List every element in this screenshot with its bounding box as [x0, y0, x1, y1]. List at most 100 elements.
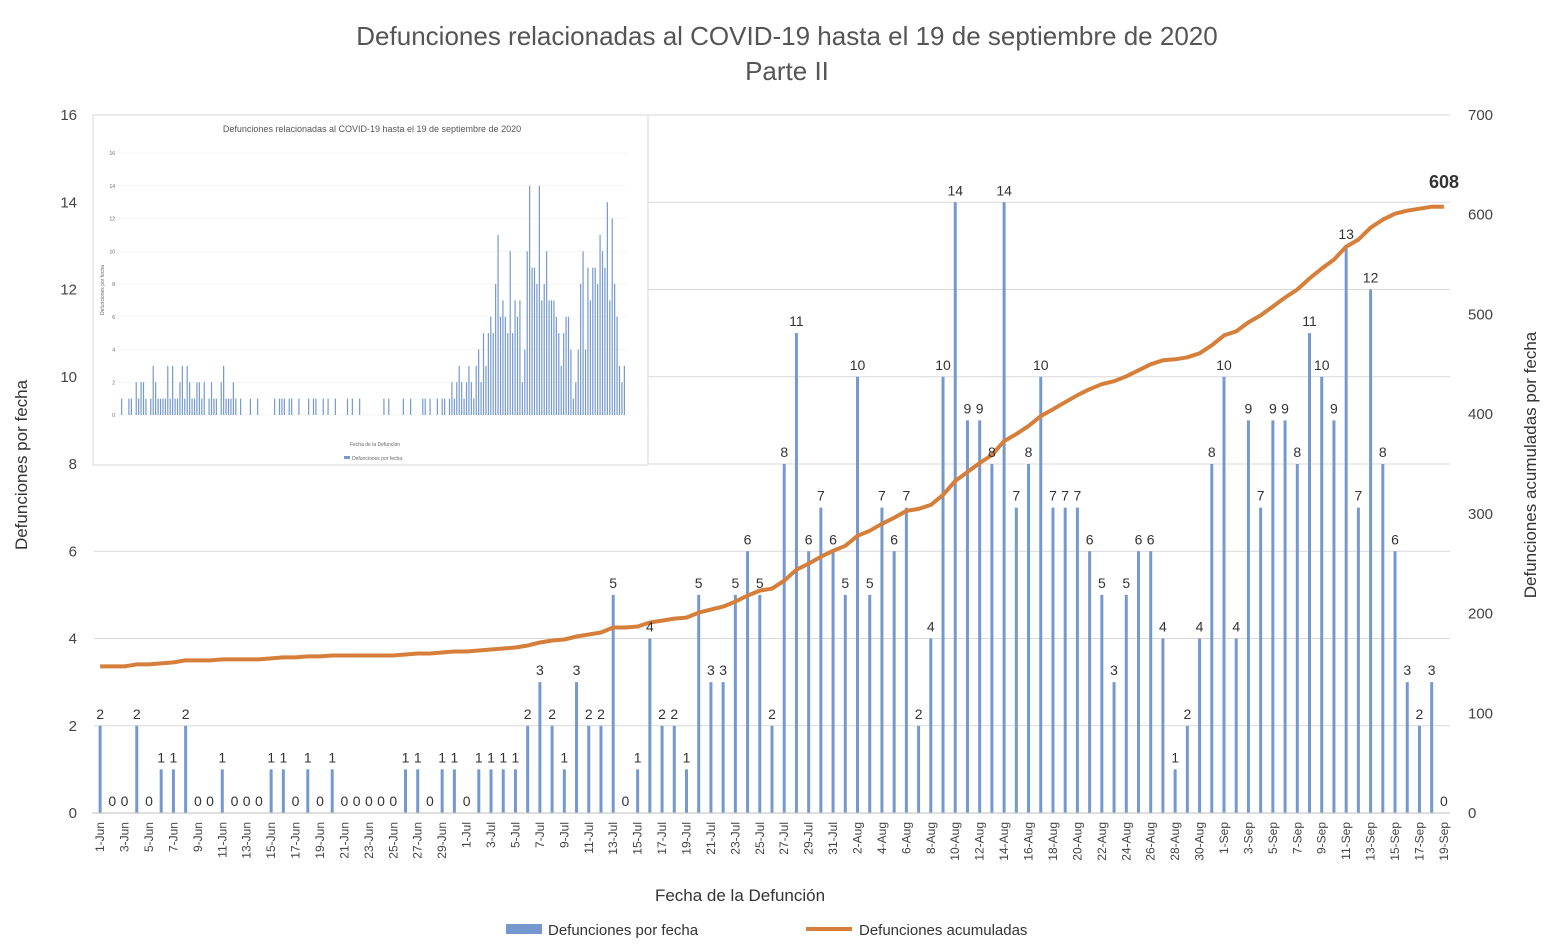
- bar: [1075, 507, 1079, 813]
- inset-bar: [327, 398, 329, 415]
- x-tick-label: 24-Aug: [1119, 822, 1133, 861]
- bar: [477, 769, 481, 813]
- bar-data-label: 10: [1216, 357, 1232, 373]
- inset-bar: [201, 398, 203, 415]
- bar-data-label: 6: [744, 531, 752, 547]
- bar-data-label: 8: [1025, 444, 1033, 460]
- inset-bar: [473, 398, 475, 415]
- bar: [807, 551, 811, 813]
- inset-bar: [162, 398, 164, 415]
- bar: [904, 507, 908, 813]
- bar-data-label: 6: [1086, 531, 1094, 547]
- y-axis-right-title: Defunciones acumuladas por fecha: [1521, 331, 1540, 598]
- x-tick-label: 17-Sep: [1412, 822, 1426, 861]
- bar: [1271, 420, 1275, 813]
- bar-data-label: 5: [1122, 575, 1130, 591]
- bar-data-label: 7: [1354, 488, 1362, 504]
- bar: [1369, 289, 1373, 813]
- bar-data-label: 2: [524, 706, 532, 722]
- bar: [452, 769, 456, 813]
- bar-data-label: 1: [634, 749, 642, 765]
- bar-data-label: 9: [1269, 400, 1277, 416]
- x-tick-label: 11-Jul: [582, 822, 596, 854]
- x-axis-title: Fecha de la Defunción: [655, 886, 825, 905]
- inset-bar: [565, 316, 567, 415]
- bar: [1161, 638, 1165, 813]
- chart-title: Defunciones relacionadas al COVID-19 has…: [356, 21, 1217, 51]
- y-left-tick-label: 6: [69, 543, 77, 560]
- inset-bar: [592, 267, 594, 415]
- bar: [1308, 333, 1312, 813]
- bar: [98, 725, 102, 813]
- bar: [1198, 638, 1202, 813]
- inset-bar: [463, 398, 465, 415]
- bar-data-label: 0: [463, 793, 471, 809]
- inset-bar: [604, 267, 606, 415]
- bar-data-label: 2: [548, 706, 556, 722]
- bar-data-label: 7: [878, 488, 886, 504]
- inset-bar: [213, 398, 215, 415]
- inset-bar: [142, 382, 145, 415]
- inset-y-tick-label: 12: [109, 217, 115, 223]
- inset-bar: [441, 398, 443, 415]
- inset-bar: [448, 398, 451, 415]
- bar-data-label: 13: [1338, 226, 1354, 242]
- bar-data-label: 5: [841, 575, 849, 591]
- bar-data-label: 6: [829, 531, 837, 547]
- x-tick-label: 6-Aug: [899, 822, 913, 854]
- inset-bar: [152, 365, 154, 415]
- inset-y-tick-label: 2: [112, 380, 115, 386]
- y-right-tick-label: 0: [1468, 805, 1476, 822]
- inset-bar: [480, 382, 482, 415]
- inset-bar: [546, 251, 548, 415]
- bar: [941, 376, 945, 813]
- bar-data-label: 1: [279, 749, 287, 765]
- bar: [1100, 594, 1104, 813]
- x-tick-label: 19-Sep: [1437, 822, 1451, 861]
- bar-data-label: 0: [365, 793, 373, 809]
- inset-bar: [167, 365, 169, 415]
- inset-legend-swatch: [344, 456, 350, 459]
- inset-bar: [611, 218, 613, 415]
- inset-bar: [155, 382, 157, 415]
- bar: [709, 682, 713, 813]
- inset-bar: [558, 333, 560, 415]
- inset-bar: [470, 382, 472, 415]
- bar-series: [98, 202, 1434, 813]
- bar: [1088, 551, 1092, 813]
- x-tick-label: 2-Aug: [851, 822, 865, 854]
- bar: [440, 769, 444, 813]
- inset-bar: [580, 284, 582, 415]
- inset-bar: [334, 398, 336, 415]
- inset-bar: [220, 382, 222, 415]
- bar-data-label: 0: [341, 793, 349, 809]
- inset-bar: [172, 365, 174, 415]
- inset-bar: [587, 267, 589, 415]
- bar-data-label: 1: [267, 749, 275, 765]
- bar: [1283, 420, 1287, 813]
- inset-bar: [191, 398, 193, 415]
- inset-bar: [548, 300, 550, 415]
- inset-legend-label: Defunciones por fecha: [352, 456, 402, 462]
- inset-bar: [196, 382, 198, 415]
- bar-data-label: 5: [866, 575, 874, 591]
- bar-data-label: 1: [499, 749, 507, 765]
- inset-bar: [550, 300, 553, 415]
- bar-data-label: 2: [658, 706, 666, 722]
- bar: [1320, 376, 1324, 813]
- x-tick-label: 8-Aug: [924, 822, 938, 854]
- bar-data-label: 4: [927, 619, 935, 635]
- bar-data-label: 6: [1135, 531, 1143, 547]
- bar: [880, 507, 884, 813]
- bar-data-label: 8: [1293, 444, 1301, 460]
- bar-data-label: 0: [1440, 793, 1448, 809]
- bar: [330, 769, 334, 813]
- inset-bar: [601, 251, 604, 415]
- inset-bar: [422, 398, 424, 415]
- bar: [990, 464, 994, 813]
- inset-bar: [322, 398, 324, 415]
- inset-bar: [618, 365, 621, 415]
- inset-bar: [164, 398, 166, 415]
- inset-bar: [599, 234, 601, 415]
- inset-bar: [490, 316, 492, 415]
